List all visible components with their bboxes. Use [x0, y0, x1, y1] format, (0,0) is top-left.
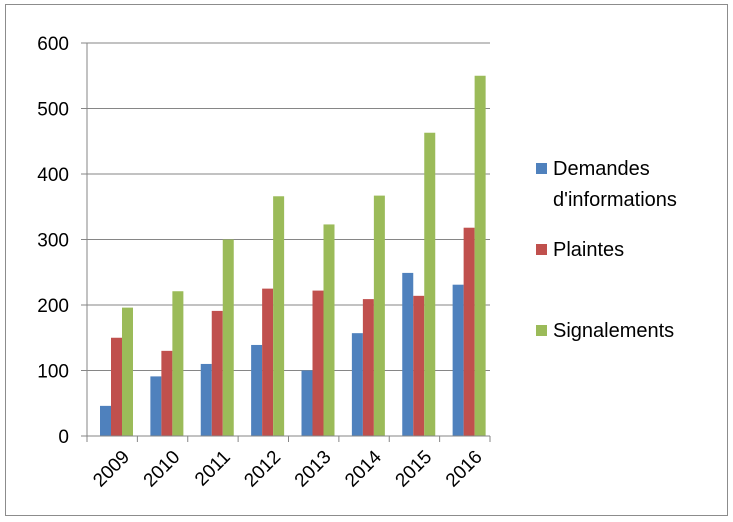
bar-demandes-d-informations-2012 [251, 344, 263, 436]
bar-demandes-d-informations-2009 [100, 405, 111, 436]
bar-demandes-d-informations-2013 [301, 370, 313, 436]
bar-plaintes-2010 [161, 350, 173, 436]
legend-swatch [536, 163, 547, 174]
x-tick-label: 2013 [291, 447, 336, 492]
x-tick-label: 2010 [140, 447, 185, 492]
y-tick-labels: 0 100 200 300 400 500 600 [37, 34, 69, 448]
x-tick-label: 2014 [341, 446, 386, 491]
x-tick-label: 2009 [89, 447, 134, 492]
bar-signalements-2014 [373, 195, 385, 436]
bar-demandes-d-informations-2011 [200, 363, 212, 436]
x-tick-label: 2011 [191, 447, 235, 491]
legend-label: d'informations [553, 189, 677, 211]
x-tick-label: 2015 [392, 447, 437, 492]
legend-label: Plaintes [553, 239, 624, 261]
x-tick-label: 2012 [240, 447, 285, 492]
legend-label: Demandes [553, 158, 650, 180]
bars [100, 75, 486, 437]
bar-signalements-2012 [273, 196, 285, 436]
bar-plaintes-2015 [413, 295, 425, 436]
bar-demandes-d-informations-2010 [150, 376, 162, 436]
bar-plaintes-2011 [211, 310, 223, 436]
bar-plaintes-2016 [463, 227, 475, 436]
y-tick-label: 500 [37, 100, 69, 121]
y-tick-label: 0 [58, 427, 69, 448]
y-tick-label: 200 [37, 296, 69, 317]
axes [81, 42, 491, 442]
x-tick-labels: 2009 2010 2011 2012 2013 2014 2015 2016 [89, 446, 486, 491]
legend: Demandes d'informations Plaintes Signalemen… [536, 158, 677, 342]
legend-label: Signalements [553, 320, 674, 342]
bar-plaintes-2013 [312, 290, 324, 436]
bar-demandes-d-informations-2014 [351, 333, 363, 436]
bar-signalements-2010 [172, 291, 184, 436]
y-tick-label: 100 [37, 362, 69, 383]
bar-demandes-d-informations-2016 [452, 284, 464, 436]
bar-signalements-2016 [474, 75, 486, 436]
bar-signalements-2011 [222, 239, 234, 436]
legend-swatch [536, 244, 547, 255]
y-tick-label: 600 [37, 34, 69, 55]
y-tick-label: 300 [37, 231, 69, 252]
bar-plaintes-2012 [262, 288, 274, 436]
bar-plaintes-2014 [362, 299, 374, 436]
bar-signalements-2009 [122, 307, 133, 436]
legend-swatch [536, 325, 547, 336]
bar-demandes-d-informations-2015 [402, 272, 414, 436]
bar-signalements-2015 [424, 132, 436, 437]
bar-plaintes-2009 [111, 337, 122, 436]
y-tick-label: 400 [37, 165, 69, 186]
x-tick-label: 2016 [442, 447, 487, 492]
bar-signalements-2013 [323, 224, 335, 436]
